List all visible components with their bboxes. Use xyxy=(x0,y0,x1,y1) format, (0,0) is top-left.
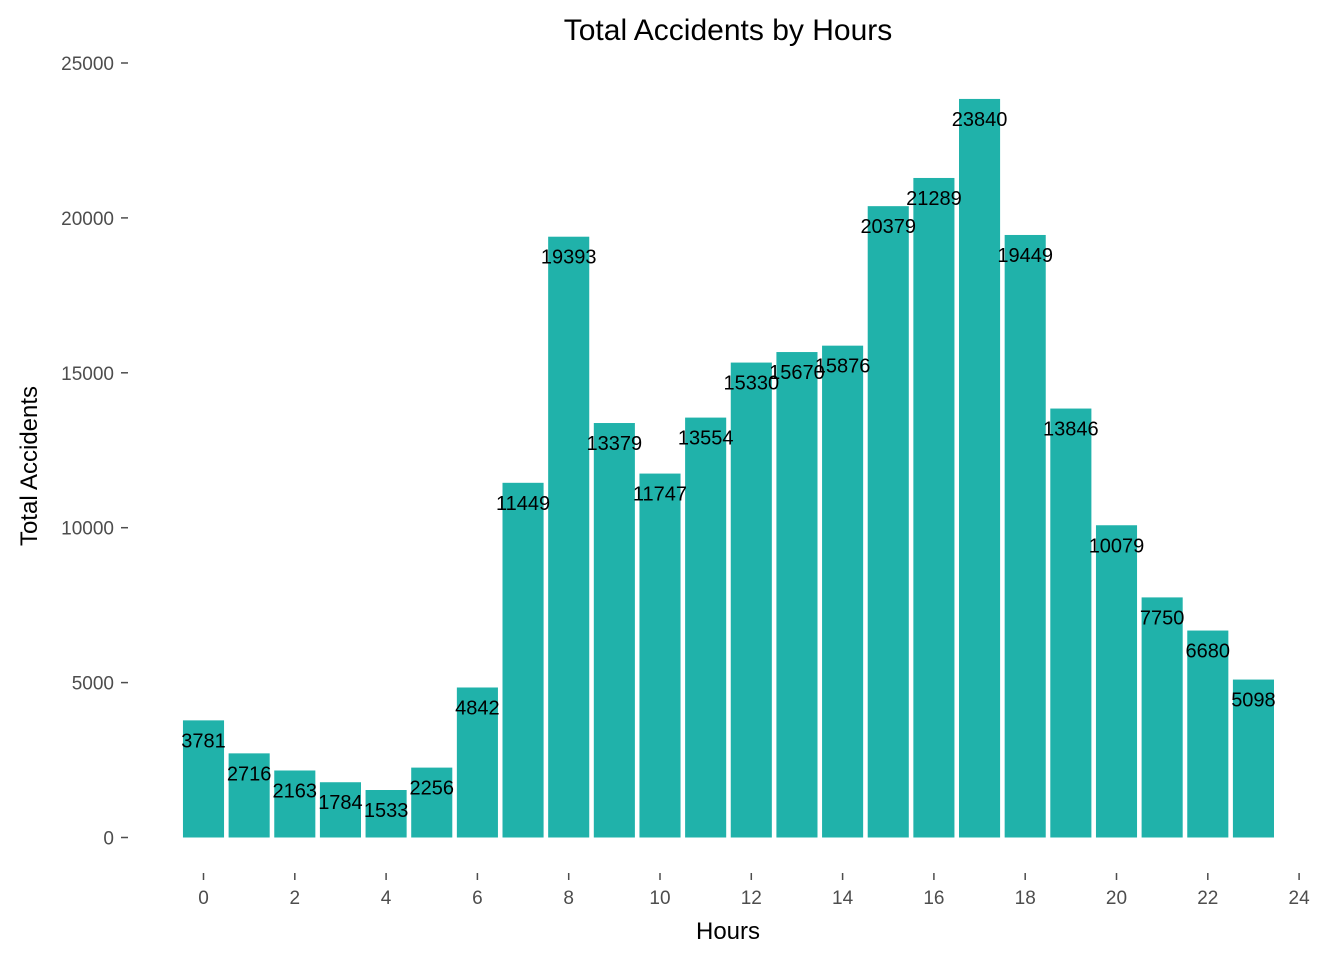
bar-hour-4 xyxy=(365,790,407,838)
bar-hour-1 xyxy=(228,753,270,838)
data-label-hour-23: 5098 xyxy=(1231,690,1276,712)
bar-hour-18 xyxy=(1004,234,1046,838)
bar-hour-11 xyxy=(685,417,727,838)
bar-hour-19 xyxy=(1050,408,1092,838)
bar-hour-8 xyxy=(548,236,590,838)
bar-hour-15 xyxy=(867,206,909,838)
data-label-hour-22: 6680 xyxy=(1186,641,1231,663)
data-label-hour-6: 4842 xyxy=(455,697,500,719)
x-tick-label: 12 xyxy=(741,888,762,909)
bar-hour-5 xyxy=(411,767,453,838)
data-label-hour-21: 7750 xyxy=(1140,607,1185,629)
bar-hour-17 xyxy=(959,98,1001,838)
data-label-hour-20: 10079 xyxy=(1089,535,1145,557)
x-tick-label: 4 xyxy=(381,888,392,909)
bar-hour-3 xyxy=(319,782,361,838)
data-label-hour-9: 13379 xyxy=(587,433,643,455)
x-tick-label: 0 xyxy=(198,888,209,909)
data-label-hour-15: 20379 xyxy=(860,216,916,238)
bar-hour-16 xyxy=(913,177,955,838)
data-label-hour-13: 15670 xyxy=(769,362,825,384)
y-axis: 0 5000 10000 15000 20000 25000 xyxy=(61,54,128,850)
data-label-hour-1: 2716 xyxy=(227,763,272,785)
x-tick-label: 2 xyxy=(290,888,301,909)
bar-hour-12 xyxy=(730,362,772,838)
bar-hour-20 xyxy=(1095,525,1138,838)
bar-hour-9 xyxy=(593,423,635,838)
x-tick-label: 14 xyxy=(832,888,854,909)
x-tick-label: 8 xyxy=(563,888,574,909)
x-tick-label: 20 xyxy=(1106,888,1127,909)
bar-hour-10 xyxy=(639,473,681,838)
bar-hour-2 xyxy=(274,770,316,838)
bar-hour-14 xyxy=(822,345,864,838)
x-tick-label: 22 xyxy=(1197,888,1218,909)
data-label-hour-3: 1784 xyxy=(318,792,363,814)
x-tick-label: 24 xyxy=(1289,888,1311,909)
y-axis-title: Total Accidents xyxy=(16,386,43,546)
data-label-hour-5: 2256 xyxy=(410,778,455,800)
data-label-hour-18: 19449 xyxy=(997,245,1053,267)
data-label-hour-14: 15876 xyxy=(815,356,871,378)
data-label-hour-10: 11747 xyxy=(633,484,687,506)
x-tick-label: 16 xyxy=(923,888,944,909)
data-label-hour-2: 2163 xyxy=(273,780,318,802)
x-tick-label: 6 xyxy=(472,888,483,909)
x-tick-label: 18 xyxy=(1015,888,1036,909)
bar-hour-13 xyxy=(776,352,818,838)
bar-hour-21 xyxy=(1141,597,1183,838)
data-label-hour-17: 23840 xyxy=(952,109,1008,131)
data-label-hour-7: 11449 xyxy=(496,493,550,515)
y-tick-label: 10000 xyxy=(61,519,114,540)
x-axis: 0 2 4 6 8 10 12 14 16 18 20 22 24 xyxy=(198,873,1310,909)
bar-hour-23 xyxy=(1232,679,1274,838)
y-tick-label: 20000 xyxy=(61,209,114,230)
bars xyxy=(182,98,1274,838)
y-tick-label: 25000 xyxy=(61,54,114,75)
data-label-hour-16: 21289 xyxy=(906,188,962,210)
y-tick-label: 15000 xyxy=(61,364,114,385)
data-label-hour-19: 13846 xyxy=(1043,419,1099,441)
x-axis-title: Hours xyxy=(696,918,760,945)
y-tick-label: 5000 xyxy=(72,674,114,695)
bar-hour-0 xyxy=(182,720,225,838)
data-label-hour-4: 1533 xyxy=(364,800,409,822)
bar-hour-22 xyxy=(1187,630,1229,838)
x-tick-label: 10 xyxy=(649,888,670,909)
data-label-hour-8: 19393 xyxy=(541,247,597,269)
data-label-hour-0: 3781 xyxy=(181,730,226,752)
bar-hour-6 xyxy=(456,687,498,838)
chart-title: Total Accidents by Hours xyxy=(564,14,893,47)
data-label-hour-12: 15330 xyxy=(723,373,779,395)
data-label-hour-11: 13554 xyxy=(678,428,734,450)
bar-hour-7 xyxy=(502,482,544,838)
y-tick-label: 0 xyxy=(103,829,114,850)
